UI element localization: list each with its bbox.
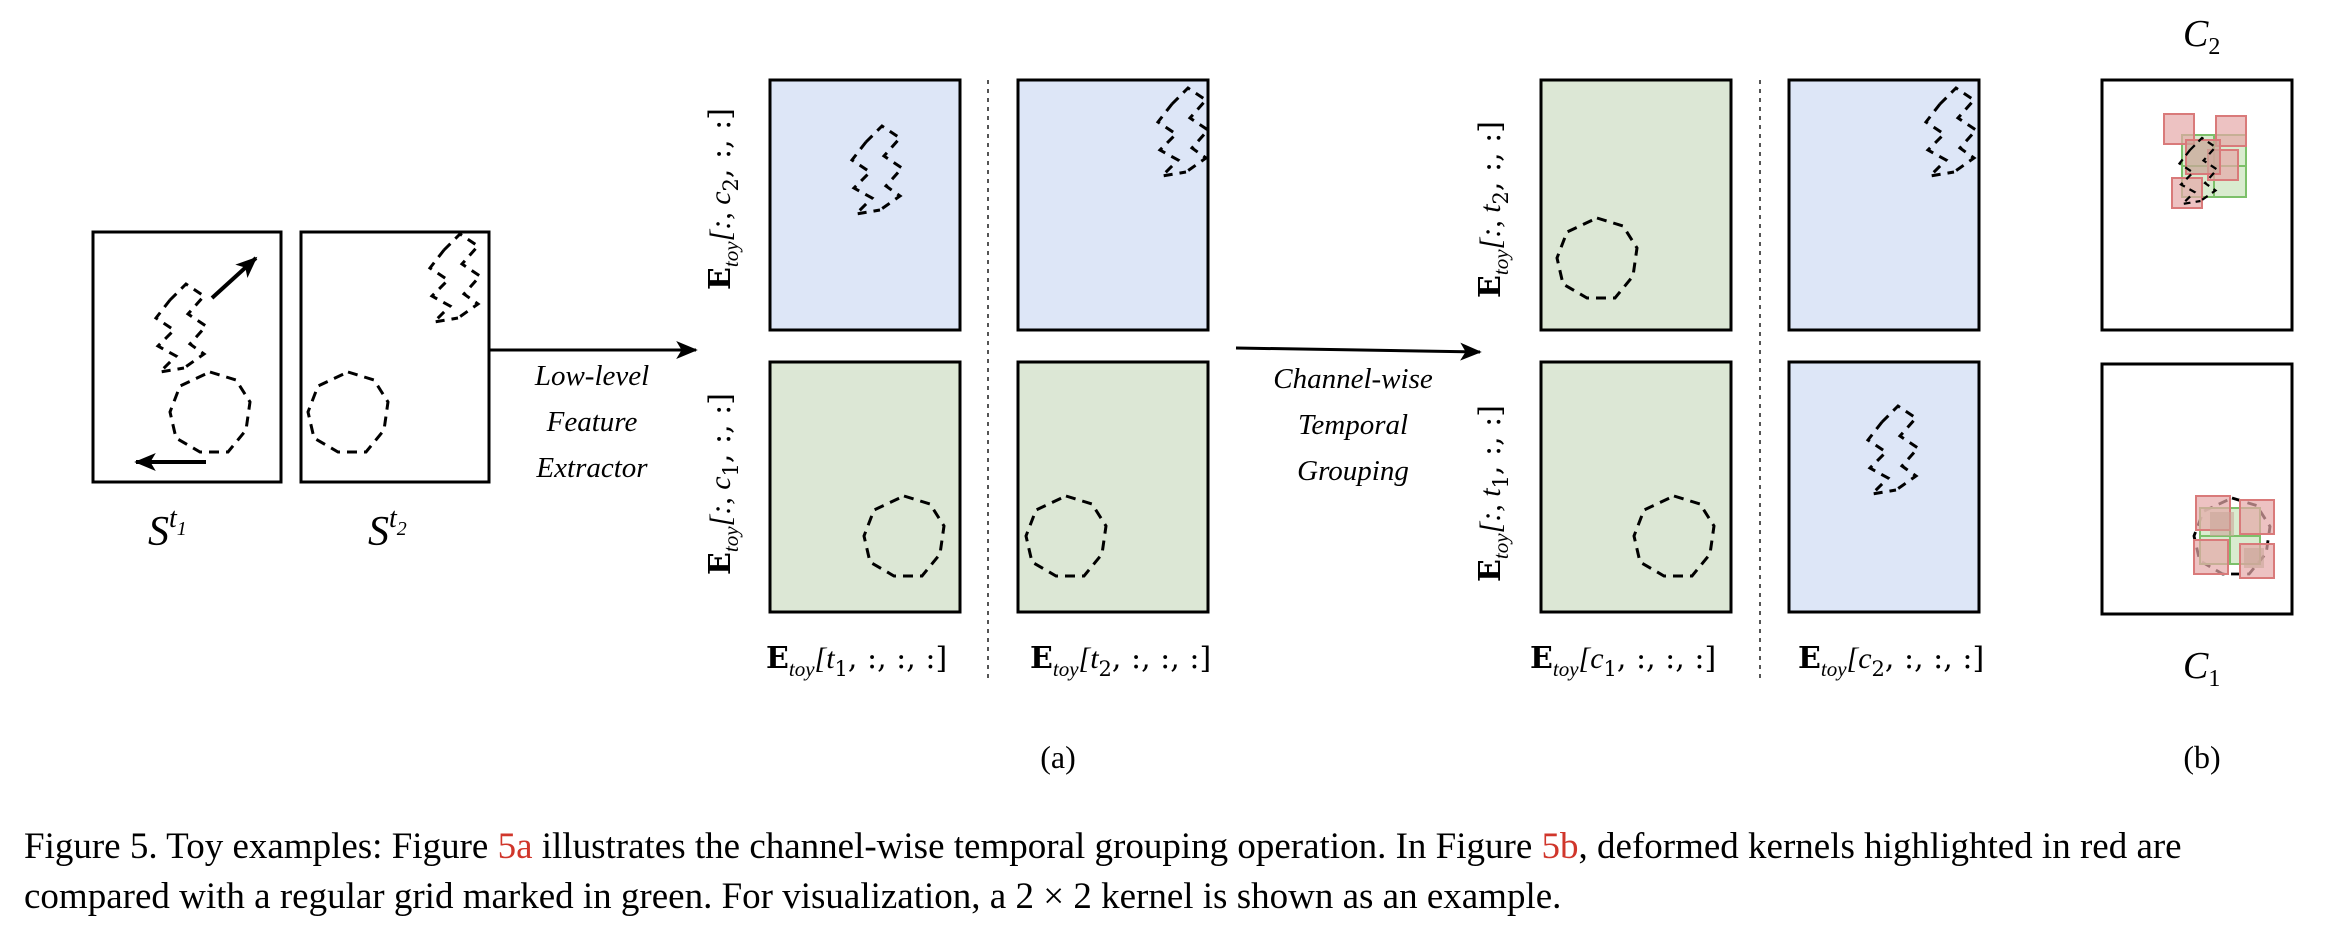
svg-text:Low-level: Low-level <box>534 360 649 392</box>
row-label-t1: Etoy[:, t1, :, :] <box>1473 405 1513 582</box>
arrow1-label: Low-level Feature Extractor <box>534 360 649 484</box>
input-label-s-t2: St2 <box>368 503 407 555</box>
feature-group-channel <box>1539 78 1981 682</box>
figure-5: St1 St2 Low-level Feature Extractor Etoy… <box>91 13 2294 775</box>
arrow2-label: Channel-wise Temporal Grouping <box>1273 363 1433 487</box>
sublabel-b: (b) <box>2183 739 2220 775</box>
input-frame-t2 <box>299 230 491 484</box>
label-c2: C2 <box>2183 13 2220 60</box>
col-label-t1: Etoy[t1, :, :, :] <box>766 641 947 681</box>
col-label-c2: Etoy[c2, :, :, :] <box>1798 641 1984 681</box>
col-label-t2: Etoy[t2, :, :, :] <box>1030 641 1211 681</box>
input-frame-t1 <box>91 230 283 484</box>
svg-text:Extractor: Extractor <box>535 452 648 484</box>
figure-caption: Figure 5. Toy examples: Figure 5a illust… <box>24 826 2182 917</box>
figure-5b-link[interactable]: 5b <box>1541 826 1579 867</box>
arrow-temporal-grouping <box>1235 342 1482 361</box>
feature-group-time <box>768 78 1210 682</box>
row-label-c1: Etoy[:, c1, :, :] <box>703 393 743 575</box>
svg-text:Grouping: Grouping <box>1297 455 1409 487</box>
row-label-c2: Etoy[:, c2, :, :] <box>703 108 743 290</box>
col-label-c1: Etoy[c1, :, :, :] <box>1530 641 1716 681</box>
svg-text:Channel-wise: Channel-wise <box>1273 363 1433 395</box>
label-c1: C1 <box>2183 645 2220 692</box>
svg-text:Temporal: Temporal <box>1298 409 1408 441</box>
figure-5a-link[interactable]: 5a <box>497 826 533 867</box>
kernel-frame-c2 <box>2100 78 2294 332</box>
kernel-frame-c1 <box>2100 362 2294 616</box>
svg-text:Feature: Feature <box>546 406 638 438</box>
input-label-s-t1: St1 <box>148 503 187 555</box>
motion-arrow-up-icon <box>210 256 258 300</box>
row-label-t2: Etoy[:, t2, :, :] <box>1473 121 1513 298</box>
sublabel-a: (a) <box>1040 739 1076 775</box>
